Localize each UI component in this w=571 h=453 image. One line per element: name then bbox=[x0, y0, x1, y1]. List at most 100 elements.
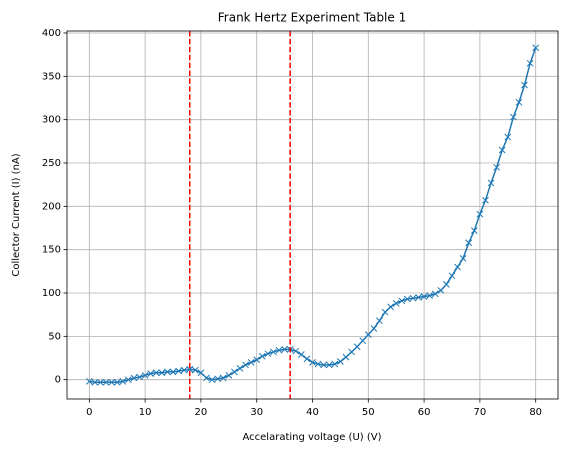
data-point bbox=[470, 227, 478, 234]
data-point bbox=[342, 353, 350, 361]
data-point bbox=[91, 378, 99, 386]
y-tick-label: 200 bbox=[42, 201, 61, 212]
x-tick-label: 50 bbox=[362, 407, 375, 418]
data-point bbox=[459, 254, 467, 262]
x-tick-label: 60 bbox=[418, 407, 431, 418]
data-point bbox=[443, 280, 450, 288]
data-point bbox=[331, 360, 339, 368]
data-point bbox=[264, 350, 272, 358]
x-tick-label: 70 bbox=[474, 407, 487, 418]
data-point bbox=[420, 293, 428, 300]
data-point bbox=[482, 196, 489, 204]
data-point bbox=[247, 358, 255, 366]
data-point bbox=[147, 370, 155, 377]
data-point bbox=[431, 290, 439, 298]
data-point bbox=[253, 356, 261, 364]
data-point bbox=[231, 368, 238, 376]
data-point bbox=[448, 272, 456, 280]
data-point bbox=[141, 371, 149, 379]
data-point bbox=[387, 303, 394, 311]
data-point bbox=[186, 365, 194, 373]
data-point bbox=[415, 293, 422, 301]
data-point bbox=[275, 346, 283, 354]
x-tick-label: 30 bbox=[250, 407, 263, 418]
y-tick-label: 100 bbox=[42, 288, 61, 299]
data-point bbox=[521, 81, 528, 89]
x-tick-label: 40 bbox=[306, 407, 319, 418]
data-point bbox=[426, 292, 434, 299]
data-point bbox=[158, 369, 166, 377]
y-tick-label: 50 bbox=[48, 331, 61, 342]
data-point bbox=[515, 98, 523, 106]
y-tick-label: 350 bbox=[42, 71, 61, 82]
data-point bbox=[403, 295, 411, 303]
data-point bbox=[169, 368, 177, 376]
data-point bbox=[214, 375, 222, 383]
data-point bbox=[437, 287, 445, 294]
data-point bbox=[348, 348, 355, 356]
data-point bbox=[136, 373, 143, 381]
data-point bbox=[392, 300, 400, 307]
data-point bbox=[465, 239, 473, 247]
data-point bbox=[320, 361, 328, 369]
data-point bbox=[85, 378, 93, 385]
data-point bbox=[409, 294, 417, 302]
data-point bbox=[532, 44, 540, 52]
y-tick-label: 300 bbox=[42, 115, 61, 126]
data-point bbox=[487, 179, 495, 187]
data-point bbox=[108, 378, 115, 386]
data-point bbox=[130, 374, 138, 382]
data-point bbox=[113, 378, 121, 386]
data-point bbox=[504, 133, 512, 141]
data-point bbox=[297, 351, 305, 358]
data-point bbox=[314, 360, 322, 368]
data-point bbox=[364, 331, 372, 338]
data-point bbox=[510, 113, 517, 121]
data-point bbox=[236, 365, 244, 372]
data-point bbox=[398, 297, 406, 305]
data-point bbox=[526, 59, 534, 67]
data-point bbox=[454, 263, 461, 271]
y-tick-label: 400 bbox=[42, 28, 61, 39]
data-point bbox=[476, 210, 484, 218]
data-point bbox=[102, 378, 110, 386]
data-point bbox=[175, 367, 182, 375]
y-tick-label: 0 bbox=[55, 375, 61, 386]
data-point bbox=[370, 325, 378, 332]
plot-frame bbox=[66, 30, 559, 400]
data-point bbox=[242, 361, 249, 369]
x-tick-label: 80 bbox=[529, 407, 542, 418]
data-point bbox=[381, 308, 389, 316]
x-tick-label: 10 bbox=[139, 407, 152, 418]
data-point bbox=[125, 376, 132, 384]
x-axis-label: Accelarating voltage (U) (V) bbox=[242, 432, 381, 443]
chart-title: Frank Hertz Experiment Table 1 bbox=[218, 11, 406, 25]
data-point bbox=[164, 368, 171, 376]
x-tick-label: 0 bbox=[86, 407, 92, 418]
data-point bbox=[498, 146, 506, 154]
data-point bbox=[353, 343, 361, 351]
data-point bbox=[281, 345, 288, 353]
data-point bbox=[303, 355, 311, 363]
data-point bbox=[292, 347, 300, 355]
y-tick-label: 250 bbox=[42, 158, 61, 169]
data-point bbox=[270, 348, 277, 356]
data-point bbox=[208, 376, 216, 384]
data-point bbox=[191, 366, 199, 374]
data-point bbox=[309, 358, 316, 366]
data-point bbox=[337, 358, 344, 365]
x-tick-label: 20 bbox=[195, 407, 208, 418]
data-point bbox=[225, 371, 233, 379]
data-point bbox=[203, 374, 210, 382]
data-point bbox=[197, 369, 205, 377]
data-point bbox=[376, 317, 383, 325]
data-point bbox=[493, 163, 500, 171]
data-point bbox=[97, 378, 104, 386]
data-point bbox=[325, 361, 333, 369]
data-point bbox=[258, 352, 266, 360]
data-point bbox=[152, 369, 160, 377]
data-point bbox=[359, 337, 367, 345]
data-point bbox=[180, 366, 188, 374]
data-point bbox=[219, 374, 227, 382]
